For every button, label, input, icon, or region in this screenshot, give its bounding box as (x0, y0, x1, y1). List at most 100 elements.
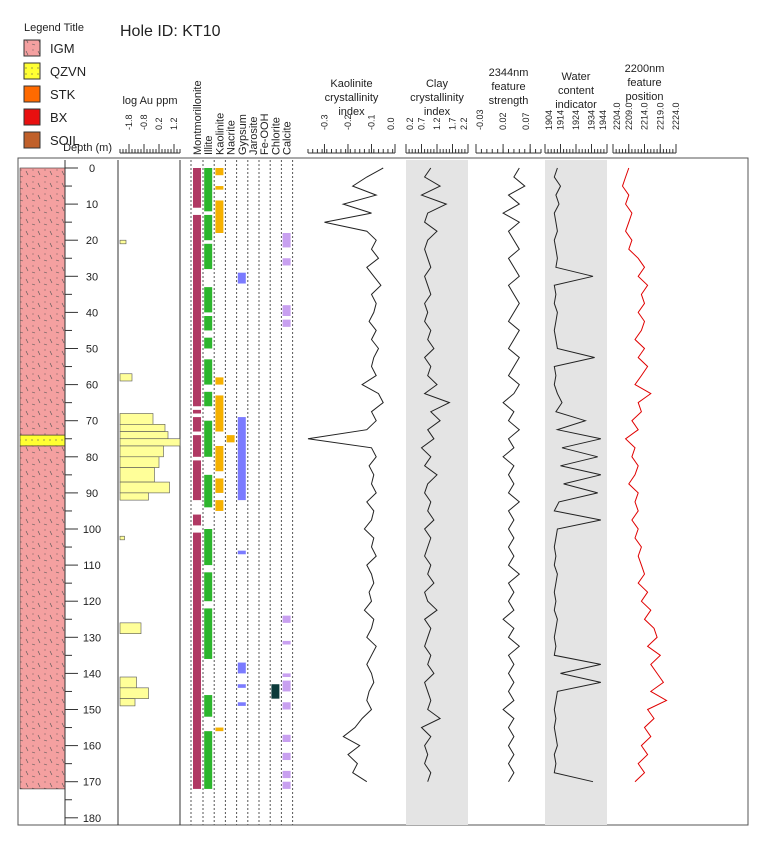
track-tick-label: 2209.0 (624, 102, 634, 130)
mineral-interval-chlorite (271, 684, 280, 699)
mineral-interval-kaolinite (215, 200, 224, 233)
depth-tick-label: 70 (86, 416, 98, 428)
track-shading (406, 160, 468, 825)
mineral-column-label: Gypsum (237, 114, 249, 155)
legend-swatch-qzvn (23, 62, 41, 80)
mineral-interval-gypsum (237, 550, 246, 555)
au-bar (119, 438, 181, 447)
track-tick-label: 0.2 (405, 117, 415, 130)
track-tick-label: 1.2 (432, 117, 442, 130)
mineral-column-label: Kaolinite (214, 113, 226, 155)
mineral-interval-illite (204, 214, 213, 241)
mineral-interval-montmorillonite (193, 435, 201, 457)
mineral-interval-gypsum (237, 684, 246, 688)
track-tick-label: -0.03 (475, 109, 485, 130)
track-tick-label: 2214.0 (640, 102, 650, 130)
depth-tick-label: 140 (83, 668, 101, 680)
mineral-interval-kaolinite (215, 395, 224, 432)
track-title: Kaolinite crystallinity index (325, 78, 379, 118)
track-tick-label: 2224.0 (671, 102, 681, 130)
au-bar (119, 481, 170, 494)
au-tick-label: 1.2 (169, 117, 179, 130)
mineral-interval-kaolinite (215, 500, 224, 511)
depth-tick-label: 60 (86, 380, 98, 392)
mineral-interval-kaolinite (215, 727, 224, 732)
mineral-interval-illite (204, 287, 213, 313)
mineral-interval-illite (204, 337, 213, 349)
legend-label: STK (50, 87, 76, 102)
track-series-line (307, 167, 384, 783)
mineral-interval-calcite (282, 305, 291, 317)
depth-tick-label: 100 (83, 524, 101, 536)
mineral-interval-illite (204, 572, 213, 602)
track-tick-label: 2204.0 (612, 102, 622, 130)
track-tick-label: -0.2 (343, 114, 353, 130)
au-bar (119, 373, 133, 382)
legend-label: BX (50, 110, 68, 125)
track-tick-label: 0.07 (521, 112, 531, 130)
track-tick-label: 1924 (571, 110, 581, 130)
au-bar (119, 424, 166, 432)
track-tick-label: 1904 (544, 110, 554, 130)
track-tick-label: -0.1 (366, 114, 376, 130)
mineral-interval-montmorillonite (193, 168, 201, 208)
depth-tick-label: 30 (86, 271, 98, 283)
mineral-interval-montmorillonite (193, 417, 201, 432)
au-bar (119, 622, 142, 634)
track-tick-label: 1.7 (448, 117, 458, 130)
track-tick-label: 1944 (598, 110, 608, 130)
track-tick-label: 2219.0 (655, 102, 665, 130)
mineral-interval-calcite (282, 640, 291, 645)
mineral-interval-calcite (282, 680, 291, 692)
depth-tick-label: 50 (86, 344, 98, 356)
mineral-interval-montmorillonite (193, 460, 201, 501)
depth-tick-label: 110 (83, 560, 101, 572)
depth-tick-label: 130 (83, 632, 101, 644)
legend-label: IGM (50, 41, 75, 56)
track-tick-label: 1914 (556, 110, 566, 130)
depth-tick-label: 20 (86, 235, 98, 247)
legend-label: QZVN (50, 64, 86, 79)
mineral-interval-gypsum (237, 272, 246, 284)
mineral-interval-calcite (282, 770, 291, 779)
mineral-interval-kaolinite (215, 377, 224, 385)
legend-swatch-soil (23, 131, 41, 149)
au-bar (119, 467, 155, 483)
mineral-interval-kaolinite (215, 445, 224, 472)
lithology-igm (19, 167, 66, 436)
legend-title: Legend Title (24, 22, 84, 34)
track-title: 2344nm feature strength (489, 67, 529, 107)
mineral-interval-illite (204, 608, 213, 659)
mineral-interval-calcite (282, 258, 291, 266)
au-bar (119, 492, 149, 501)
mineral-column-label: Chlorite (270, 117, 282, 155)
mineral-interval-calcite (282, 319, 291, 327)
depth-tick-label: 120 (83, 596, 101, 608)
track-tick-label: 0.02 (498, 112, 508, 130)
mineral-interval-calcite (282, 734, 291, 742)
mineral-interval-calcite (282, 232, 291, 248)
track-title: 2200nm feature position (625, 63, 665, 103)
mineral-interval-calcite (282, 752, 291, 761)
mineral-interval-illite (204, 695, 213, 717)
mineral-interval-montmorillonite (193, 514, 201, 526)
mineral-interval-illite (204, 391, 213, 407)
mineral-interval-kaolinite (215, 168, 224, 176)
depth-tick-label: 80 (86, 452, 98, 464)
mineral-column-label: Nacrite (226, 120, 238, 155)
legend-swatch-igm (23, 39, 41, 57)
au-bar (119, 431, 169, 440)
mineral-interval-calcite (282, 781, 291, 789)
mineral-interval-illite (204, 168, 213, 212)
lithology-qzvn (19, 434, 66, 447)
mineral-interval-montmorillonite (193, 532, 201, 789)
au-bar (119, 456, 160, 468)
au-bar (119, 239, 127, 245)
mineral-interval-illite (204, 420, 213, 457)
depth-tick-label: 150 (83, 705, 101, 717)
mineral-interval-illite (204, 243, 213, 270)
depth-tick-label: 40 (86, 307, 98, 319)
mineral-interval-calcite (282, 615, 291, 623)
